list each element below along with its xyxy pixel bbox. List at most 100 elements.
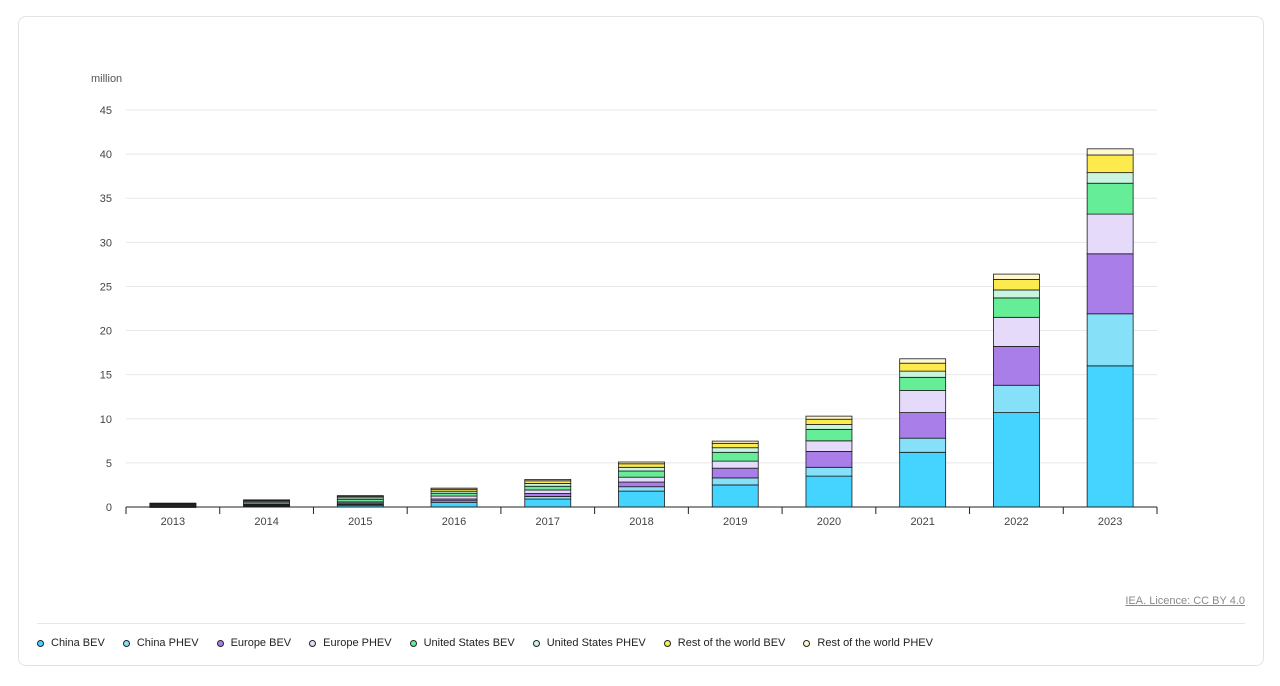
bar-segment	[524, 489, 572, 494]
y-tick-label: 25	[100, 281, 112, 293]
legend-label: Europe BEV	[230, 637, 292, 649]
legend-swatch	[122, 639, 130, 647]
bar-segment	[1086, 172, 1134, 184]
bar-segment	[711, 460, 759, 469]
bar-segment	[805, 440, 853, 452]
bar-segment	[993, 316, 1040, 347]
legend-label: China BEV	[51, 637, 105, 649]
bar-segment	[149, 502, 197, 505]
bar-segment	[993, 297, 1040, 318]
bar-segment	[1086, 148, 1134, 156]
bar-segment	[618, 470, 665, 478]
bar-segment	[805, 466, 853, 477]
bar-segment	[524, 483, 572, 487]
bar-segment	[805, 418, 853, 425]
y-tick-label: 40	[100, 149, 112, 161]
bar-segment	[711, 467, 759, 479]
x-tick-label: 2019	[723, 516, 747, 528]
bar-segment	[618, 461, 665, 465]
legend-label: Europe PHEV	[323, 637, 392, 649]
x-tick-label: 2015	[348, 516, 372, 528]
bar-segment	[618, 463, 665, 468]
y-tick-label: 15	[100, 370, 112, 382]
bar-segment	[805, 424, 853, 430]
legend-label: United States PHEV	[546, 637, 646, 649]
bar-segment	[993, 289, 1040, 299]
grid-lines	[126, 109, 1157, 464]
bar-segment	[524, 485, 572, 491]
bar-segment	[805, 428, 853, 442]
bar-segment	[711, 451, 759, 462]
bar-segment	[899, 412, 947, 439]
legend-label: Rest of the world BEV	[677, 637, 786, 649]
legend-swatch	[309, 639, 317, 647]
y-tick-label: 20	[100, 326, 112, 338]
bar-segment	[430, 492, 478, 497]
bar-segment	[430, 495, 478, 500]
legend-item[interactable]: China BEV	[37, 637, 105, 649]
legend-item[interactable]: Rest of the world BEV	[663, 637, 786, 649]
legend-swatch	[37, 639, 44, 647]
bar-segment	[430, 487, 478, 490]
bar-segment	[618, 481, 665, 488]
legend-item[interactable]: Europe BEV	[216, 637, 292, 649]
bar-segment	[805, 475, 853, 508]
legend-item[interactable]: United States PHEV	[532, 637, 646, 649]
bar-segment	[899, 437, 947, 453]
bar-segment	[711, 447, 759, 453]
legend-swatch	[803, 639, 811, 647]
bar-segment	[899, 358, 947, 364]
y-unit-label: million	[91, 73, 122, 85]
bar-segment	[993, 273, 1040, 280]
bar-segment	[430, 502, 478, 508]
legend-swatch	[663, 639, 671, 647]
bar-segment	[711, 440, 759, 444]
legend-swatch	[216, 639, 224, 647]
axes: 0 5 10 15 20 25 30 35 40 45 2013 2014 2015 2016 2017 20…	[100, 105, 1158, 528]
legend-label: United States BEV	[423, 637, 515, 649]
bar-segment	[1086, 213, 1134, 255]
x-tick-label: 2017	[536, 516, 560, 528]
bar-segment	[899, 370, 947, 378]
y-tick-label: 10	[100, 414, 112, 426]
bar-segment	[805, 451, 853, 468]
bar-segment	[899, 451, 947, 508]
bars	[149, 148, 1134, 508]
bar-segment	[1086, 154, 1134, 174]
y-tick-label: 35	[100, 193, 112, 205]
legend-swatch	[532, 639, 540, 647]
bar-segment	[618, 486, 665, 492]
licence-link[interactable]: IEA. Licence: CC BY 4.0	[1125, 595, 1245, 607]
y-tick-label: 5	[106, 458, 112, 470]
bar-segment	[524, 493, 572, 497]
y-tick-label: 45	[100, 105, 112, 117]
legend-item[interactable]: Rest of the world PHEV	[803, 637, 933, 649]
bar-segment	[618, 490, 665, 508]
y-tick-label: 0	[106, 502, 112, 514]
bar-segment	[899, 376, 947, 391]
bar-segment	[618, 476, 665, 483]
x-tick-label: 2022	[1004, 516, 1028, 528]
bar-segment	[618, 466, 665, 472]
x-tick-label: 2016	[442, 516, 466, 528]
y-tick-label: 30	[100, 237, 112, 249]
bar-segment	[805, 415, 853, 420]
x-tick-label: 2020	[817, 516, 841, 528]
legend-item[interactable]: United States BEV	[409, 637, 515, 649]
bar-segment	[993, 278, 1040, 291]
bar-segment	[1086, 182, 1134, 215]
x-tick-label: 2018	[629, 516, 653, 528]
bar-segment	[711, 442, 759, 449]
bar-segment	[1086, 365, 1134, 508]
bar-segment	[524, 498, 572, 508]
x-tick-label: 2021	[910, 516, 934, 528]
stacked-bar-chart: million 0 5 10 15 20 25 30 35 40 45 2013 2014 2015 20…	[91, 73, 1158, 528]
legend-item[interactable]: China PHEV	[122, 637, 199, 649]
legend-label: Rest of the world PHEV	[817, 637, 933, 649]
bar-segment	[1086, 253, 1134, 315]
x-tick-label: 2013	[161, 516, 185, 528]
legend-item[interactable]: Europe PHEV	[309, 637, 392, 649]
bar-segment	[524, 479, 572, 482]
x-tick-label: 2014	[254, 516, 278, 528]
legend-swatch	[409, 639, 417, 647]
